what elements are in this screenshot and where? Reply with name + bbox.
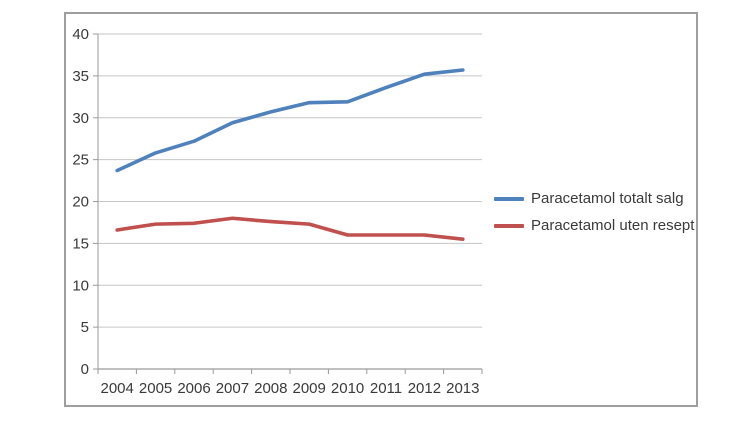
series-line-0: [115, 68, 465, 173]
y-tick-label: 10: [72, 277, 89, 294]
x-tick-label: 2004: [101, 380, 134, 397]
y-tick-label: 0: [81, 361, 89, 378]
x-tick-label: 2011: [370, 380, 402, 397]
x-tick-label: 2008: [254, 380, 287, 397]
legend-entry-totalt-salg: Paracetamol totalt salg: [494, 190, 694, 207]
legend-label: Paracetamol totalt salg: [531, 190, 684, 207]
y-tick-label: 35: [72, 68, 89, 85]
legend: Paracetamol totalt salg Paracetamol uten…: [494, 190, 694, 234]
series-line-1: [115, 216, 465, 241]
y-tick-label: 15: [72, 235, 89, 252]
x-tick-label: 2009: [293, 380, 326, 397]
legend-entry-uten-resept: Paracetamol uten resept: [494, 217, 694, 234]
legend-line-sample-red: [494, 223, 524, 228]
y-tick-label: 5: [81, 319, 89, 336]
y-tick-label: 20: [72, 194, 89, 211]
legend-line-sample-blue: [494, 196, 524, 201]
chart-svg: 0 5 10 15 20 25 30 35 40 2004 2005 2006 2007 2008 2009…: [72, 26, 483, 397]
y-tick-label: 40: [72, 26, 89, 43]
legend-label: Paracetamol uten resept: [531, 217, 695, 234]
chart-frame: 0 5 10 15 20 25 30 35 40 2004 2005 2006 2007 2008 2009…: [64, 12, 698, 407]
x-tick-label: 2013: [446, 380, 479, 397]
y-tick-label: 30: [72, 110, 89, 127]
y-tick-label: 25: [72, 152, 89, 169]
x-tick-label: 2012: [408, 380, 441, 397]
x-tick-label: 2010: [331, 380, 364, 397]
x-tick-label: 2006: [177, 380, 210, 397]
x-tick-label: 2007: [216, 380, 249, 397]
x-tick-label: 2005: [139, 380, 172, 397]
